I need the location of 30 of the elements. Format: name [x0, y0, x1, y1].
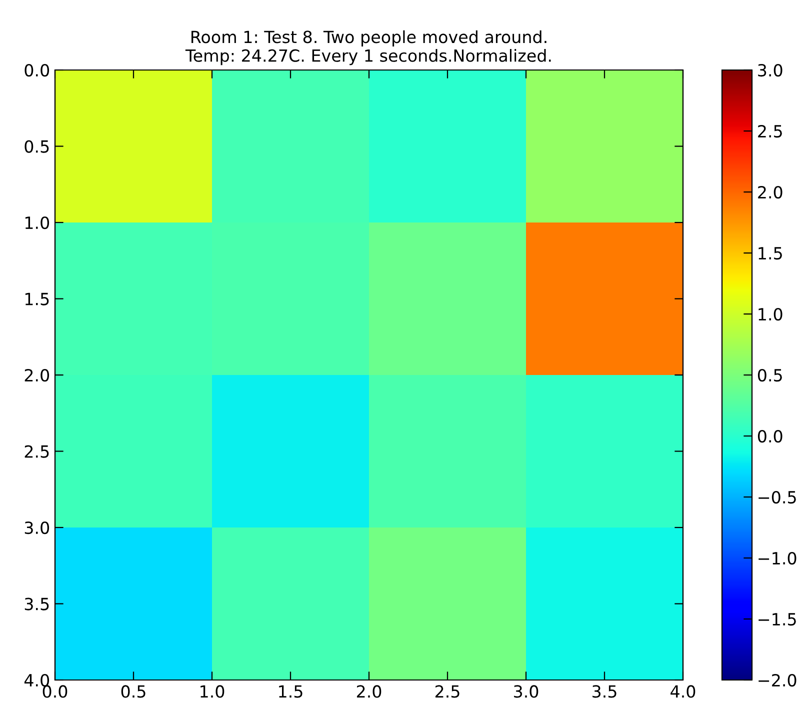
color-bar-label: −0.5 [758, 490, 796, 504]
color-bar-label: −1.0 [758, 552, 796, 565]
y-tick-label: 0.0 [24, 64, 50, 77]
color-bar-label: 1.5 [758, 247, 782, 260]
y-tick-label: 3.0 [24, 521, 50, 534]
color-bar-label: −2.0 [758, 674, 796, 687]
color-bar-label: −1.5 [758, 613, 796, 626]
y-tick-label: 3.5 [24, 598, 49, 610]
y-tick-label: 4.0 [24, 674, 50, 687]
x-tick-label: 1.5 [279, 685, 302, 698]
chart-title: Room 1: Test 8. Two people moved around. Temp: 24.27C. Every 1 seconds.Normalized. [185, 30, 551, 66]
x-tick-label: 4.0 [670, 685, 696, 698]
color-bar-label: 2.0 [758, 186, 782, 199]
color-bar-label: 0.5 [758, 368, 782, 382]
x-tick-label: 3.5 [592, 685, 616, 698]
x-tick-label: 0.5 [121, 685, 146, 698]
color-bar-label: 1.0 [758, 308, 782, 321]
x-tick-label: 2.5 [435, 685, 460, 698]
color-bar-label: 3.0 [758, 64, 782, 77]
x-tick-label: 0.0 [42, 685, 68, 698]
x-tick-label: 2.0 [356, 685, 382, 698]
y-tick-label: 1.0 [25, 216, 50, 230]
y-tick-label: 1.5 [25, 292, 49, 306]
y-tick-label: 0.5 [24, 140, 49, 153]
color-bar-label: 2.5 [758, 124, 782, 138]
x-tick-label: 3.0 [514, 685, 538, 698]
y-tick-label: 2.0 [24, 368, 50, 382]
color-bar-label: 0.0 [758, 430, 782, 443]
y-tick-label: 2.5 [24, 445, 49, 458]
x-tick-label: 1.0 [200, 685, 224, 698]
